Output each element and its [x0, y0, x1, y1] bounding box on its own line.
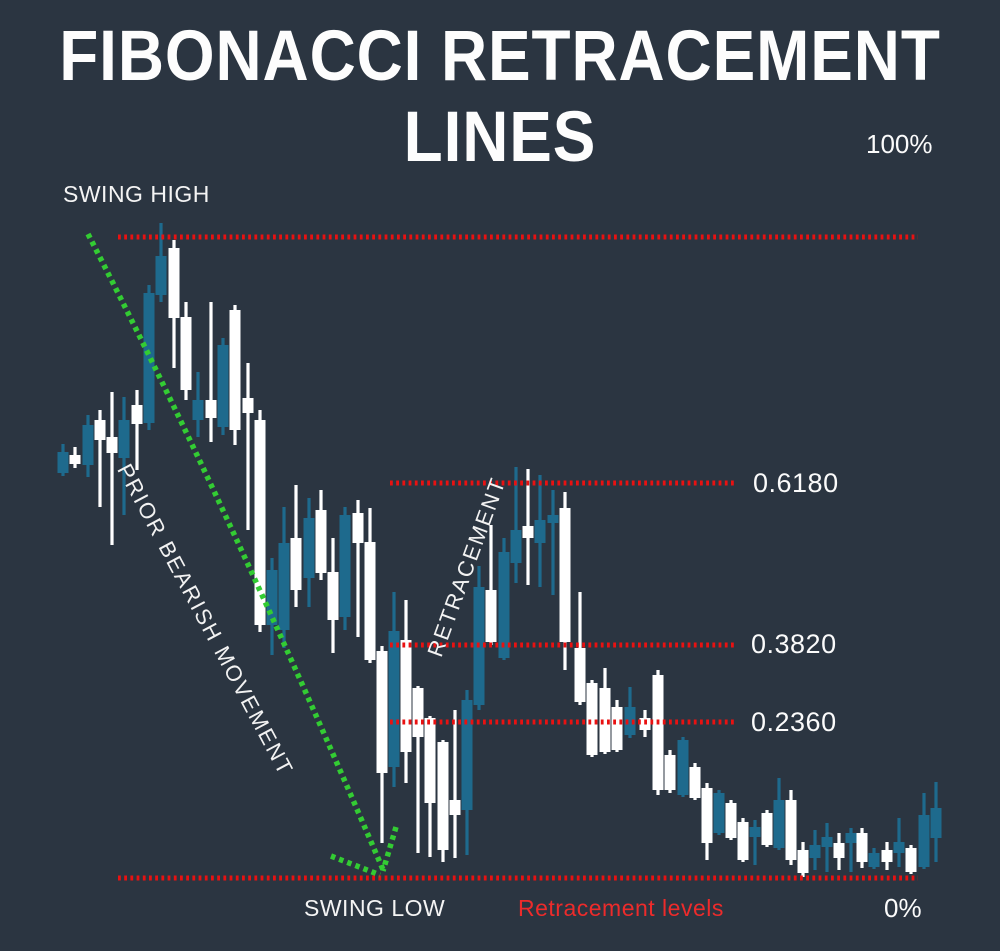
candle-body — [522, 526, 534, 538]
candle-body — [229, 310, 241, 430]
candle-body — [143, 293, 155, 423]
candle-body — [498, 552, 510, 658]
title-line-1: FIBONACCI RETRACEMENT — [59, 17, 941, 96]
candle-body — [664, 755, 676, 790]
candle-body — [689, 767, 701, 798]
candle-body — [881, 850, 893, 862]
candle-body — [155, 256, 167, 295]
trend-arrowhead-left — [330, 853, 381, 878]
level-label-0pct: 0% — [884, 893, 922, 923]
candle-body — [845, 833, 857, 843]
candle-body — [599, 688, 611, 752]
candle-body — [327, 572, 339, 620]
page-title: FIBONACCI RETRACEMENT LINES — [50, 16, 950, 178]
candle-body — [510, 530, 522, 563]
candle-body — [205, 400, 217, 418]
candle-body — [290, 538, 302, 590]
candle-body — [242, 398, 254, 413]
candle-body — [449, 800, 461, 815]
candle-body — [315, 510, 327, 573]
retracement-levels-caption: Retracement levels — [518, 895, 724, 921]
candle-body — [339, 515, 351, 617]
candle-body — [809, 845, 821, 858]
swing-high-label: SWING HIGH — [63, 181, 210, 207]
candle-body — [761, 813, 773, 845]
candle-body — [192, 400, 204, 420]
candle-body — [180, 317, 192, 390]
swing-low-label: SWING LOW — [304, 895, 446, 921]
candle-body — [412, 688, 424, 737]
candle-body — [217, 345, 229, 427]
candle-body — [930, 808, 942, 838]
candle-body — [57, 452, 69, 473]
candle-body — [485, 590, 497, 642]
candle-body — [624, 707, 636, 735]
candle-body — [905, 848, 917, 872]
candle-body — [131, 405, 143, 424]
candle-body — [534, 520, 546, 543]
candle-body — [773, 800, 785, 848]
candle-body — [749, 827, 761, 837]
candle-body — [364, 542, 376, 660]
candle-body — [376, 651, 388, 773]
candle-body — [400, 640, 412, 752]
candle-body — [918, 815, 930, 867]
candle-body — [797, 850, 809, 873]
candle-body — [833, 843, 845, 858]
candle-body — [437, 742, 449, 850]
candle-body — [893, 842, 905, 853]
candle-body — [278, 543, 290, 630]
level-label-0236: 0.2360 — [751, 707, 837, 737]
title-line-2: LINES — [403, 98, 597, 177]
candle-body — [82, 425, 94, 465]
level-label-0382: 0.3820 — [751, 629, 837, 659]
candle-body — [254, 420, 266, 625]
candle-body — [118, 420, 130, 458]
level-label-0618: 0.6180 — [753, 468, 839, 498]
trend-arrow-line — [85, 232, 387, 874]
level-label-100pct: 100% — [866, 129, 933, 159]
candle-body — [69, 455, 81, 464]
candle-body — [574, 648, 586, 702]
candle-body — [266, 570, 278, 625]
candle-body — [586, 683, 598, 755]
candle-body — [713, 793, 725, 833]
candle-body — [303, 518, 315, 578]
candle-body — [424, 718, 436, 803]
candle-body — [547, 515, 559, 523]
candle-body — [559, 508, 571, 642]
candle-body — [652, 675, 664, 790]
candle-body — [856, 833, 868, 862]
candle-body — [677, 740, 689, 795]
candle-body — [352, 513, 364, 543]
candle-body — [701, 788, 713, 843]
trend-arrowhead-right — [380, 826, 399, 872]
candle-body — [611, 707, 623, 750]
candle-body — [785, 800, 797, 860]
candle-body — [168, 248, 180, 318]
candle-body — [725, 803, 737, 838]
candle-body — [106, 437, 118, 453]
candle-body — [461, 700, 473, 810]
candle-body — [737, 822, 749, 860]
candle-body — [821, 837, 833, 847]
candle-body — [94, 420, 106, 440]
candle-body — [868, 853, 880, 867]
candle-body — [388, 631, 400, 767]
